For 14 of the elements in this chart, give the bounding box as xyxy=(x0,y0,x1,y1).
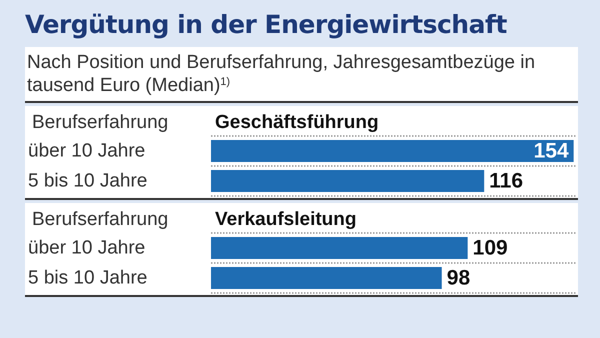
y-tick-label: über 10 Jahre xyxy=(28,238,146,258)
text: Nach Position und Berufserfahrung, Jahresgesamtbezüge in tausend Euro (Median)$^{1)}$ xyxy=(25,47,578,103)
data-label: 109 xyxy=(472,236,508,260)
data-label: 154 xyxy=(534,140,569,162)
y-axis-title: Berufserfahrung xyxy=(32,112,168,133)
y-axis-title: Berufserfahrung xyxy=(32,209,168,230)
data-label: 116 xyxy=(489,170,524,192)
text: Vergütung in der Energiewirtschaft xyxy=(25,10,508,39)
y-tick-label: 5 bis 10 Jahre xyxy=(28,268,148,288)
data-label: 98 xyxy=(446,266,470,290)
y-tick-label: über 10 Jahre xyxy=(28,140,146,162)
chart-title: Verkaufsleitung xyxy=(215,209,356,230)
chart-title: Geschäftsführung xyxy=(215,112,379,133)
y-tick-label: 5 bis 10 Jahre xyxy=(28,170,148,192)
